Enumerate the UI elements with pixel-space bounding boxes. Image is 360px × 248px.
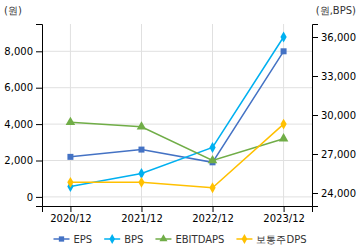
point (279, 133, 289, 141)
tick-mark (284, 206, 285, 212)
tick: 6,000 (4, 82, 42, 93)
tick: 0 (27, 192, 42, 203)
tick-label: 2021/12 (121, 213, 163, 224)
tick: 4,000 (4, 119, 42, 130)
grid-line (42, 51, 312, 52)
y-axis-title: (원) (4, 5, 22, 16)
tick: 8,000 (4, 46, 42, 57)
point (280, 119, 286, 130)
legend-label: 보통주DPS (256, 234, 306, 245)
grid-line (212, 24, 213, 206)
tick-mark (70, 206, 71, 212)
tick-label: 24,000 (321, 188, 356, 199)
point (208, 155, 218, 163)
tick-mark (312, 37, 318, 38)
point (209, 182, 215, 193)
tick-mark (36, 51, 42, 52)
legend-item: EPS (53, 234, 92, 245)
legend-item: 보통주DPS (236, 234, 306, 245)
legend-label: EBITDAPS (175, 234, 224, 245)
legend: EPS BPS EBITDAPS 보통주DPS (53, 234, 306, 245)
legend-item: BPS (104, 234, 143, 245)
tick: 2,000 (4, 155, 42, 166)
tick-mark (312, 193, 318, 194)
tick: 2020/12 (50, 206, 92, 224)
tick-mark (312, 154, 318, 155)
legend-marker (59, 236, 64, 241)
tick-mark (36, 161, 42, 162)
grid-line (42, 87, 312, 88)
y-axis: 0 2,000 4,000 6,000 8,000 (4, 25, 42, 207)
axis-line (36, 25, 43, 207)
tick: 2023/12 (263, 206, 305, 224)
point (137, 121, 147, 129)
point (66, 117, 76, 125)
point (138, 177, 144, 188)
tick-label: 2022/12 (192, 213, 234, 224)
axis-line (43, 207, 313, 213)
legend-marker (242, 234, 248, 244)
axis-line (313, 25, 319, 207)
tick-label: 8,000 (4, 46, 33, 57)
grid (42, 24, 312, 206)
tick-label: 0 (27, 192, 33, 203)
series-line (70, 37, 283, 187)
plot (66, 32, 289, 194)
chart: 2020/12 2021/12 2022/12 2023/12 0 2,000 4,000 6… (0, 0, 360, 248)
tick-label: 6,000 (4, 82, 33, 93)
tick-mark (36, 88, 42, 89)
tick-label: 2020/12 (50, 213, 92, 224)
tick-label: 4,000 (4, 119, 33, 130)
legend-label: BPS (124, 234, 143, 245)
tick: 27,000 (312, 149, 356, 160)
series-line (70, 51, 283, 162)
tick-label: 27,000 (321, 149, 356, 160)
legend-marker (109, 234, 115, 244)
point (67, 177, 73, 188)
legend-label: EPS (73, 234, 92, 245)
tick-mark (141, 206, 142, 212)
point (138, 147, 144, 153)
tick: 2021/12 (121, 206, 163, 224)
tick-mark (36, 124, 42, 125)
point (280, 32, 286, 43)
tick: 2022/12 (192, 206, 234, 224)
series-line (70, 122, 283, 160)
point (67, 154, 73, 160)
tick-mark (312, 115, 318, 116)
tick: 30,000 (312, 110, 356, 121)
series-line (70, 124, 283, 188)
tick-label: 2023/12 (263, 213, 305, 224)
tick-label: 2,000 (4, 155, 33, 166)
tick-mark (213, 206, 214, 212)
tick-mark (312, 76, 318, 77)
legend-item: EBITDAPS (155, 234, 224, 245)
y2-axis-title: (원,BPS) (316, 5, 356, 16)
y2-axis: 24,000 27,000 30,000 33,000 36,000 (312, 25, 356, 207)
tick-mark (36, 197, 42, 198)
tick-label: 30,000 (321, 110, 356, 121)
point (281, 48, 287, 54)
tick-label: 36,000 (321, 32, 356, 43)
point (209, 142, 215, 153)
tick-label: 33,000 (321, 71, 356, 82)
tick: 36,000 (312, 32, 356, 43)
tick: 33,000 (312, 71, 356, 82)
x-axis: 2020/12 2021/12 2022/12 2023/12 (43, 206, 313, 224)
legend-marker (159, 234, 167, 241)
tick: 24,000 (312, 188, 356, 199)
grid-line (42, 196, 312, 197)
